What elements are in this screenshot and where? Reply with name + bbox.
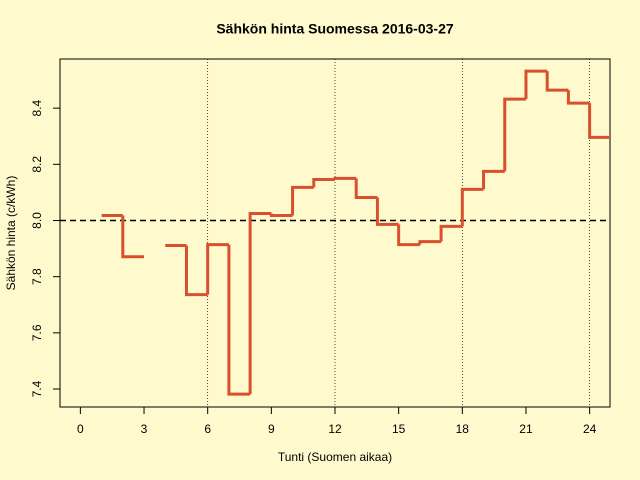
step-segment	[439, 224, 463, 242]
x-tick-label: 0	[77, 422, 84, 436]
x-tick-label: 21	[519, 422, 533, 436]
step-segment	[503, 97, 526, 172]
x-tick-label: 3	[141, 422, 148, 436]
x-tick-label: 24	[583, 422, 597, 436]
step-segment	[269, 213, 293, 217]
step-segment	[375, 197, 399, 226]
step-segment	[333, 176, 357, 180]
step-segment	[312, 177, 335, 188]
y-tick-label: 7.4	[30, 380, 44, 397]
x-tick-label: 15	[392, 422, 406, 436]
y-tick-label: 7.6	[30, 324, 44, 341]
step-segment	[588, 103, 610, 139]
chart-title: Sähkön hinta Suomessa 2016-03-27	[216, 21, 454, 37]
step-segment	[418, 240, 442, 245]
y-tick-label: 8.0	[30, 212, 44, 229]
y-tick-label: 7.8	[30, 268, 44, 285]
step-segment	[121, 215, 145, 259]
step-segment	[397, 224, 420, 247]
step-segment	[227, 244, 251, 396]
x-axis-label: Tunti (Suomen aikaa)	[278, 450, 392, 464]
step-segment	[248, 211, 272, 395]
step-segment	[184, 245, 208, 297]
y-axis-label: Sähkön hinta (c/kWh)	[4, 176, 18, 291]
step-segment	[291, 185, 314, 216]
step-segment	[482, 169, 505, 190]
step-segment	[566, 90, 590, 105]
step-segment	[524, 69, 548, 100]
x-tick-label: 9	[268, 422, 275, 436]
x-tick-label: 12	[328, 422, 342, 436]
step-segment	[354, 178, 378, 199]
step-segment	[460, 187, 484, 227]
step-segment	[206, 243, 229, 295]
y-tick-label: 8.2	[30, 156, 44, 173]
x-tick-label: 18	[456, 422, 470, 436]
x-tick-label: 6	[204, 422, 211, 436]
y-tick-label: 8.4	[30, 99, 44, 116]
step-segment	[545, 71, 569, 92]
